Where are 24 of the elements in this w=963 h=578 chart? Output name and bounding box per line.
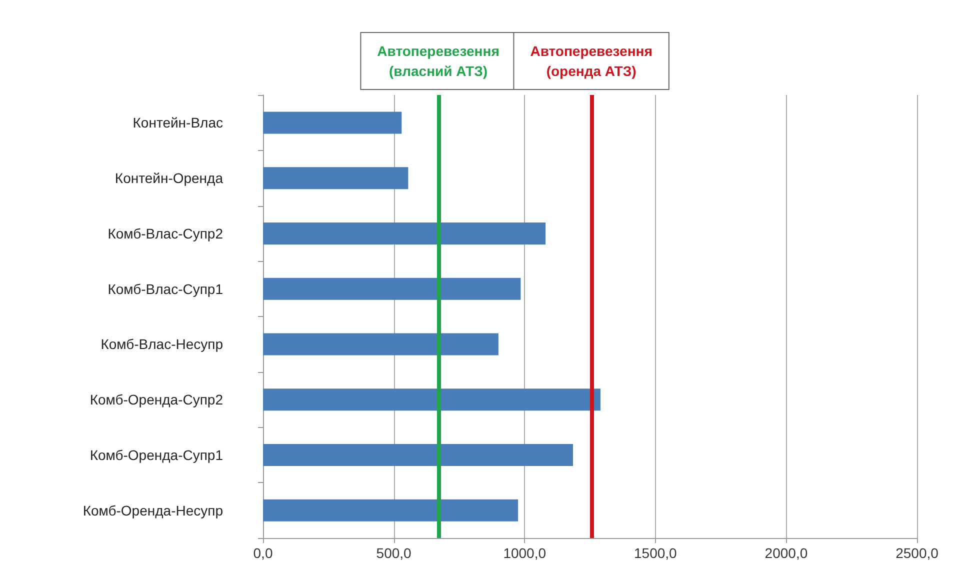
y-tick-label: Контейн-Влас <box>132 114 223 131</box>
x-tick-label: 500,0 <box>376 545 412 561</box>
bar <box>263 222 546 244</box>
y-tick-label: Контейн-Оренда <box>114 170 224 186</box>
y-tick-label: Комб-Оренда-Несупр <box>82 502 224 518</box>
ref-line-label: Автоперевезення (оренда АТЗ) <box>530 43 652 79</box>
y-tick-label: Комб-Оренда-Супр2 <box>90 392 224 408</box>
bar <box>263 278 521 300</box>
bar <box>263 112 402 134</box>
bar <box>263 444 573 466</box>
bar <box>263 333 498 356</box>
y-tick-label: Комб-Влас-Супр1 <box>108 280 224 297</box>
x-tick-label: 2000,0 <box>764 545 808 561</box>
ref-line-label: Автоперевезення (власний АТЗ) <box>377 43 500 79</box>
x-tick-label: 2500,0 <box>896 545 939 561</box>
x-tick-label: 0,0 <box>253 545 273 561</box>
bar <box>263 167 408 190</box>
y-tick-label: Комб-Оренда-Супр1 <box>90 446 224 463</box>
y-tick-label: Комб-Влас-Супр2 <box>108 225 224 242</box>
x-tick-label: 1000,0 <box>503 545 546 561</box>
x-tick-label: 1500,0 <box>634 545 678 561</box>
bar <box>263 499 518 522</box>
y-tick-label: Комб-Влас-Несупр <box>100 336 224 352</box>
bar <box>263 388 600 411</box>
